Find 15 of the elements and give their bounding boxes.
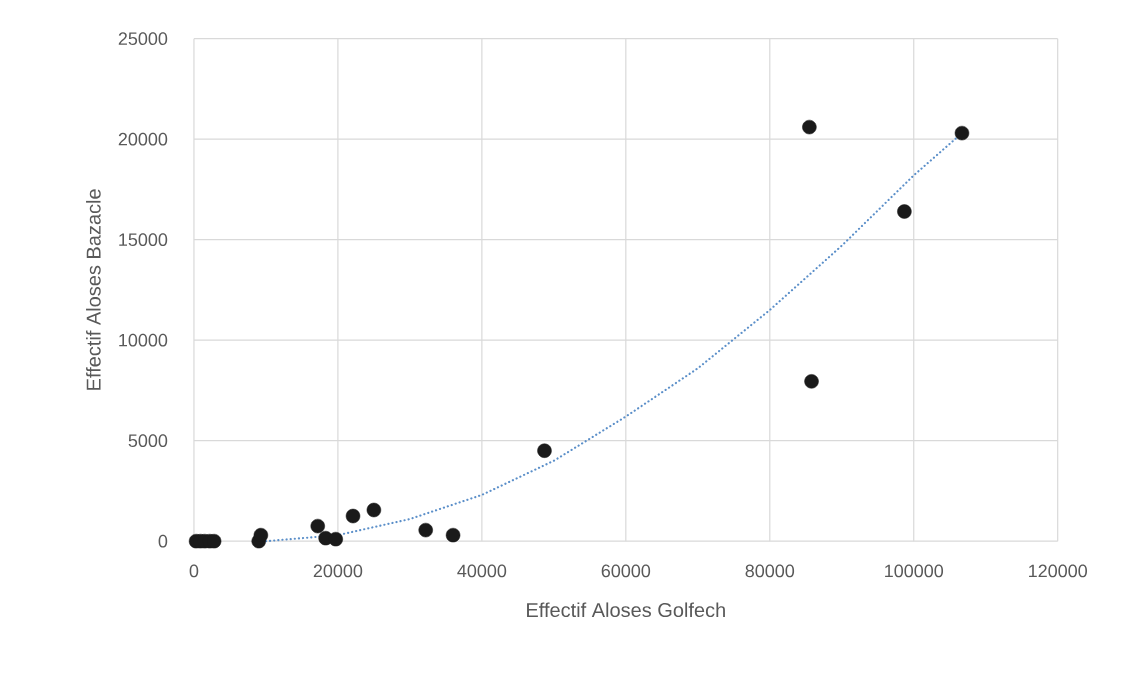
- x-tick-label: 40000: [457, 564, 507, 578]
- x-tick-label: 100000: [885, 564, 944, 578]
- y-tick-label: 15000: [119, 233, 168, 247]
- y-tick-label: 0: [158, 534, 168, 548]
- y-tick-label: 20000: [118, 132, 168, 146]
- x-axis-title: Effectif Aloses Golfech: [527, 602, 725, 618]
- x-tick-label: 60000: [601, 564, 651, 578]
- x-tick-label: 20000: [313, 564, 363, 578]
- x-tick-label: 120000: [1029, 564, 1088, 578]
- x-tick-label: 80000: [745, 564, 795, 578]
- y-axis-title: Effectif Aloses Bazacle: [86, 189, 101, 390]
- y-tick-label: 10000: [119, 333, 168, 347]
- x-tick-label: 0: [189, 564, 199, 578]
- y-tick-label: 5000: [128, 434, 168, 448]
- y-tick-label: 25000: [118, 32, 168, 46]
